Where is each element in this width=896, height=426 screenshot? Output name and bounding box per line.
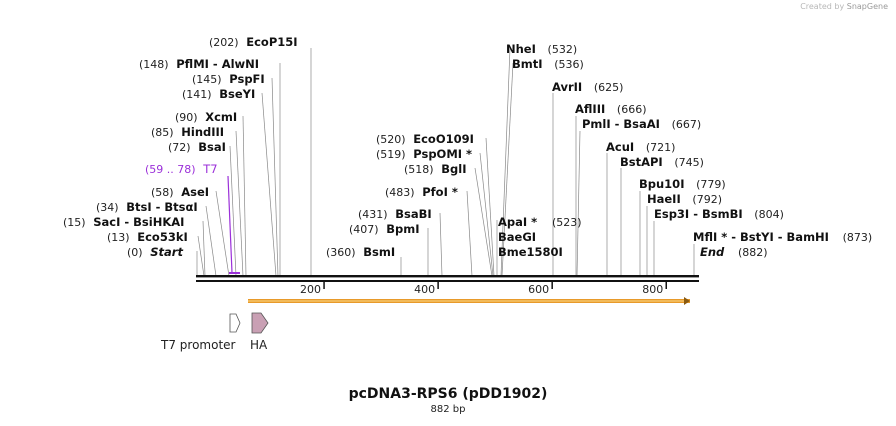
site-label-bsai[interactable]: (72) BsaI: [168, 140, 226, 154]
site-label-pflmi-alwni[interactable]: (148) PflMI - AlwNI: [139, 57, 259, 71]
site-label-bgli[interactable]: (518) BglI: [404, 162, 466, 176]
t7-promoter-label: T7 promoter: [160, 338, 236, 352]
site-label-bstapi[interactable]: BstAPI (745): [620, 155, 704, 169]
site-label-baegi[interactable]: BaeGI: [498, 230, 536, 244]
t7-primer-line: [227, 175, 233, 274]
site-label-start[interactable]: (0) Start: [127, 245, 183, 259]
primer-label-t7[interactable]: (59 .. 78) T7: [145, 162, 218, 176]
tick-label-400: 400: [414, 283, 435, 296]
site-label-bsabi[interactable]: (431) BsaBI: [358, 207, 432, 221]
ha-tag-arrow[interactable]: [251, 312, 269, 334]
site-label-pmli-bsaai[interactable]: PmlI - BsaAI (667): [582, 117, 701, 131]
site-label-mfli-bstyi-bamhi[interactable]: MflI * - BstYI - BamHI (873): [693, 230, 872, 244]
scale-ticks: 200 400 600 800: [300, 282, 667, 296]
backbone-top-strand: [196, 275, 699, 278]
plasmid-length: 882 bp: [430, 404, 466, 415]
site-label-esp3i-bsmbi[interactable]: Esp3I - BsmBI (804): [654, 207, 784, 221]
site-label-bmti[interactable]: BmtI (536): [512, 57, 584, 71]
site-label-apai-group[interactable]: ApaI * (523): [498, 215, 582, 229]
site-label-avrii[interactable]: AvrII (625): [552, 80, 623, 94]
plasmid-title: pcDNA3-RPS6 (pDD1902): [348, 386, 548, 402]
site-label-asei[interactable]: (58) AseI: [151, 185, 209, 199]
site-label-haeii[interactable]: HaeII (792): [647, 192, 722, 206]
backbone-bottom-strand: [196, 280, 699, 282]
site-label-bme1580i[interactable]: Bme1580I: [498, 245, 563, 259]
site-label-eco53ki[interactable]: (13) Eco53kI: [107, 230, 188, 244]
site-label-saci[interactable]: (15) SacI - BsiHKAI: [63, 215, 184, 229]
tick-label-800: 800: [642, 283, 663, 296]
plasmid-map: 200 400 600 800 (202) EcoP15I (148) PflMI -…: [63, 35, 872, 352]
tick-label-200: 200: [300, 283, 321, 296]
site-label-bseyi[interactable]: (141) BseYI: [182, 87, 255, 101]
site-label-ecop15i[interactable]: (202) EcoP15I: [209, 35, 298, 49]
site-label-hindiii[interactable]: (85) HindIII: [151, 125, 224, 139]
ha-label: HA: [250, 338, 268, 352]
site-label-bsmi[interactable]: (360) BsmI: [326, 245, 395, 259]
t7-promoter-arrow[interactable]: [229, 313, 241, 333]
site-label-nhei[interactable]: NheI (532): [506, 42, 577, 56]
site-label-pspfi[interactable]: (145) PspFI: [192, 72, 265, 86]
tick-label-600: 600: [528, 283, 549, 296]
site-label-pfoi[interactable]: (483) PfoI *: [385, 185, 458, 199]
site-label-afliii[interactable]: AflIII (666): [575, 102, 647, 116]
credit-brand: SnapGene: [846, 2, 888, 11]
rps6-feature-arrowhead: [684, 297, 690, 305]
site-label-acui[interactable]: AcuI (721): [606, 140, 675, 154]
site-label-xcmi[interactable]: (90) XcmI: [175, 110, 237, 124]
leader-lines: [196, 47, 695, 277]
site-label-end[interactable]: End (882): [700, 245, 768, 259]
site-label-btsi[interactable]: (34) BtsI - BtsαI: [96, 200, 198, 214]
site-label-ecoo109i[interactable]: (520) EcoO109I: [376, 132, 474, 146]
site-labels: (202) EcoP15I (148) PflMI - AlwNI (145) …: [63, 35, 872, 259]
site-label-bpmi[interactable]: (407) BpmI: [349, 222, 420, 236]
site-label-bpu10i[interactable]: Bpu10I (779): [639, 177, 726, 191]
credit-prefix: Created by: [800, 2, 845, 11]
site-label-pspomi[interactable]: (519) PspOMI *: [376, 147, 472, 161]
snapgene-credit: Created by SnapGene: [800, 2, 888, 11]
